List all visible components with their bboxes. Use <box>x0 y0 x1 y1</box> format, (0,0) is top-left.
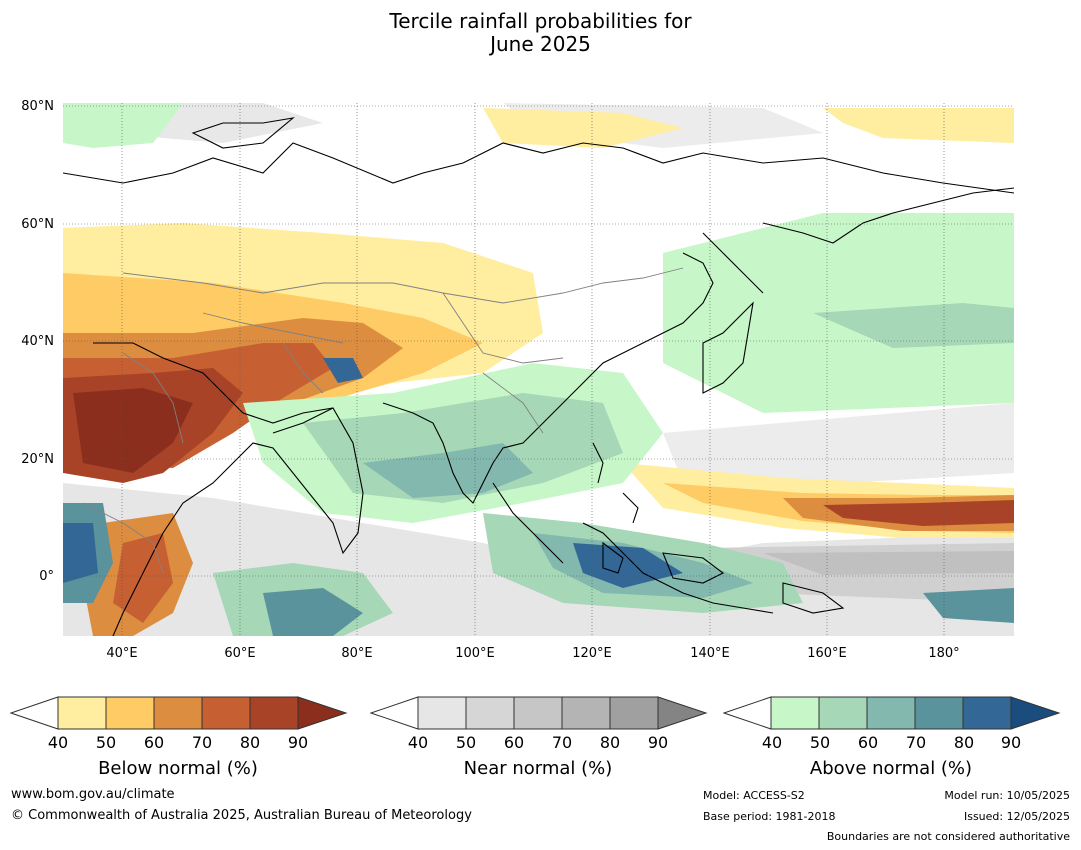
coastlines <box>63 117 1014 636</box>
colorbar-segment <box>249 696 299 730</box>
colorbar-segment <box>153 696 203 730</box>
tick-label: 50 <box>95 733 117 752</box>
colorbar-segment <box>866 696 916 730</box>
lon-label-100e: 100°E <box>455 646 495 661</box>
model-text: Model: ACCESS-S2 <box>703 789 805 802</box>
tick-label: 80 <box>599 733 621 752</box>
graticule <box>63 103 1014 636</box>
colorbar-near-normal <box>370 696 708 730</box>
colorbar-segment <box>818 696 868 730</box>
colorbar-below-normal <box>10 696 348 730</box>
model-run-text: Model run: 10/05/2025 <box>944 789 1070 802</box>
map-title: Tercile rainfall probabilities for June … <box>0 10 1081 56</box>
lat-label-20n: 20°N <box>21 452 54 467</box>
tick-label: 60 <box>143 733 165 752</box>
lon-label-140e: 140°E <box>690 646 730 661</box>
issued-text: Issued: 12/05/2025 <box>963 810 1070 823</box>
tick-label: 40 <box>407 733 429 752</box>
country-borders <box>82 267 684 574</box>
disclaimer-text: Boundaries are not considered authoritat… <box>826 830 1070 843</box>
tick-label: 70 <box>551 733 573 752</box>
colorbar-segment <box>609 696 659 730</box>
base-period-text: Base period: 1981-2018 <box>703 810 836 823</box>
tick-label: 40 <box>761 733 783 752</box>
colorbar-segment <box>513 696 563 730</box>
colorbar-segment <box>57 696 107 730</box>
colorbar-segment <box>417 696 467 730</box>
colorbar-segment <box>914 696 964 730</box>
tick-label: 70 <box>905 733 927 752</box>
tick-label: 50 <box>455 733 477 752</box>
tick-label: 70 <box>191 733 213 752</box>
tick-label: 60 <box>503 733 525 752</box>
forecast-map <box>63 103 1014 636</box>
tick-label: 90 <box>1000 733 1022 752</box>
colorbar-segment <box>201 696 251 730</box>
lat-label-40n: 40°N <box>21 334 54 349</box>
lon-label-40e: 40°E <box>106 646 138 661</box>
lat-label-0: 0° <box>39 569 54 584</box>
colorbar-above-normal <box>723 696 1061 730</box>
tick-label: 80 <box>239 733 261 752</box>
tick-label: 90 <box>647 733 669 752</box>
colorbar-segment <box>962 696 1012 730</box>
colorbar-near-title: Near normal (%) <box>463 758 613 779</box>
tick-label: 40 <box>47 733 69 752</box>
copyright-text: © Commonwealth of Australia 2025, Austra… <box>11 808 472 823</box>
below-normal-regions <box>63 108 1014 636</box>
tick-label: 90 <box>287 733 309 752</box>
colorbar-segment <box>465 696 515 730</box>
lon-label-80e: 80°E <box>341 646 373 661</box>
map-title-line1: Tercile rainfall probabilities for <box>389 9 692 33</box>
lon-label-60e: 60°E <box>224 646 256 661</box>
colorbar-segment <box>561 696 611 730</box>
lon-label-180: 180° <box>928 646 960 661</box>
lat-label-80n: 80°N <box>21 99 54 114</box>
colorbar-above-title: Above normal (%) <box>809 758 973 779</box>
tick-label: 60 <box>857 733 879 752</box>
lon-label-160e: 160°E <box>807 646 847 661</box>
website-text: www.bom.gov.au/climate <box>11 787 175 802</box>
colorbar-segment <box>770 696 820 730</box>
tick-label: 80 <box>953 733 975 752</box>
colorbar-segment <box>105 696 155 730</box>
above-normal-regions <box>63 103 1014 636</box>
lat-label-60n: 60°N <box>21 217 54 232</box>
map-title-line2: June 2025 <box>490 32 591 56</box>
lon-label-120e: 120°E <box>572 646 612 661</box>
tick-label: 50 <box>809 733 831 752</box>
colorbar-below-title: Below normal (%) <box>98 758 258 779</box>
